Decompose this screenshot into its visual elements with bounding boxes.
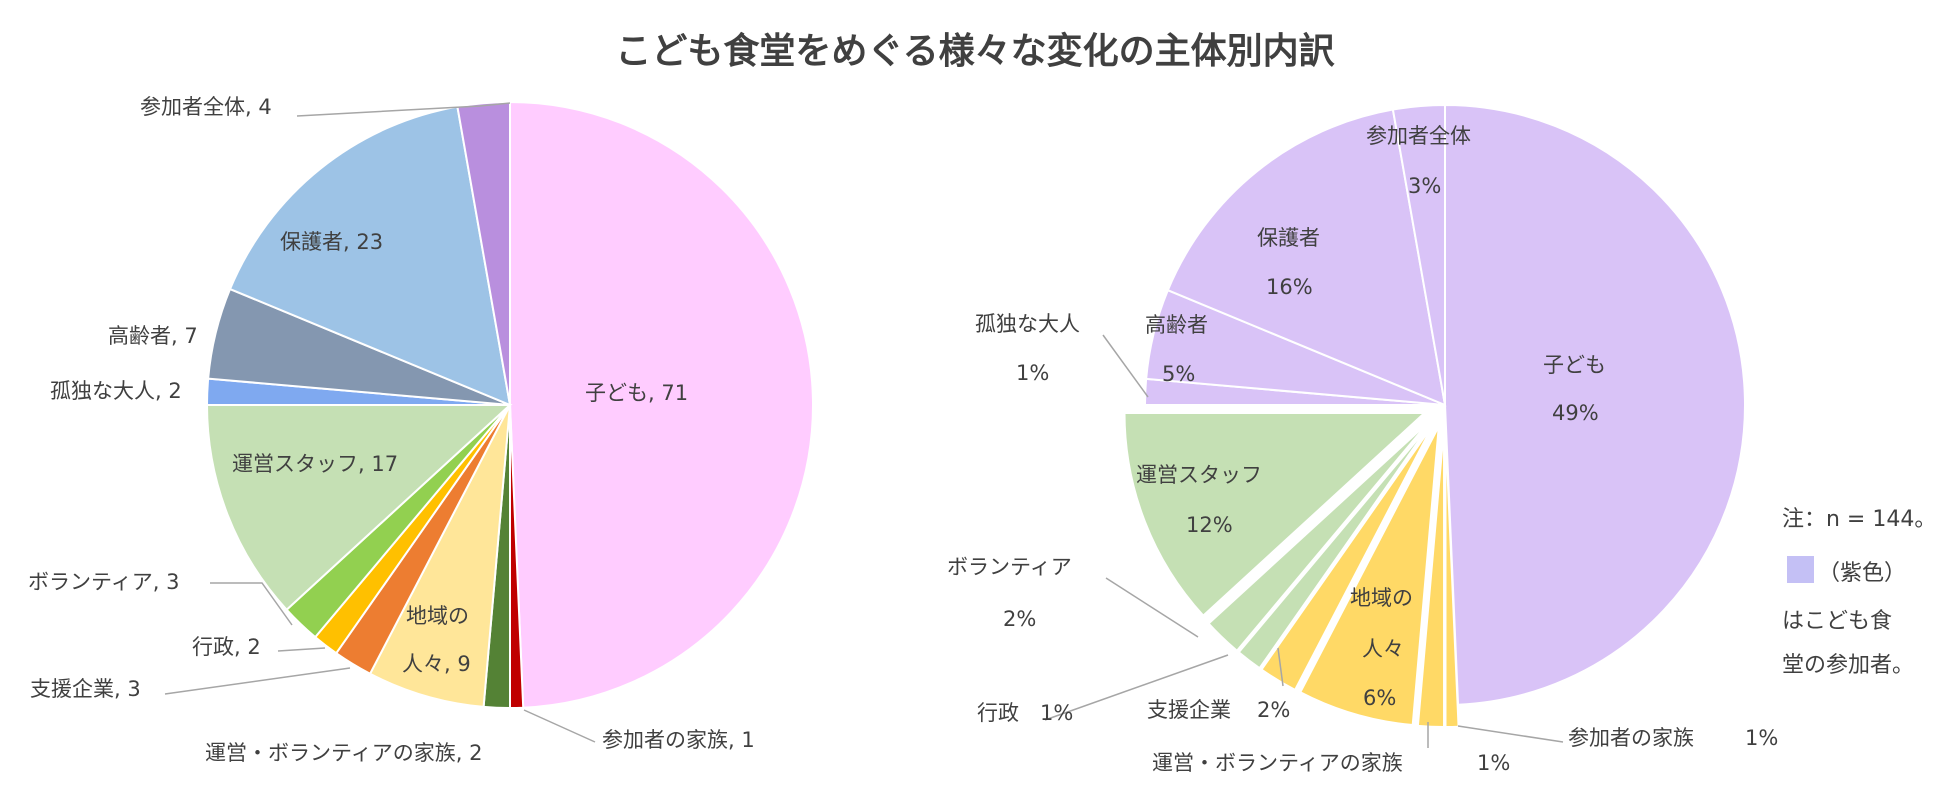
pie-slice-11 <box>1391 103 1446 406</box>
pie-slice-6 <box>1207 420 1431 653</box>
pie-slice-5 <box>1237 421 1433 670</box>
pct-company-r: 2% <box>1257 698 1290 722</box>
label-lonely-adult: 孤独な大人, 2 <box>50 379 182 403</box>
pie-slice-10 <box>228 105 512 407</box>
pie-slice-3 <box>1298 425 1440 727</box>
label-volunteer-r: ボランティア <box>947 555 1072 579</box>
label-kodomo-r: 子ども <box>1543 353 1606 377</box>
leader-line-volunteer <box>210 582 293 626</box>
label-community-line1: 地域の <box>406 604 469 628</box>
pct-guardian-r: 16% <box>1266 275 1313 299</box>
label-participants-family-r: 参加者の家族 <box>1568 726 1694 750</box>
label-company-r: 支援企業 <box>1147 698 1231 722</box>
note-line1: 注：n = 144。 <box>1782 507 1936 532</box>
label-staff-family: 運営・ボランティアの家族, 2 <box>205 741 482 765</box>
left-pie-leader-lines <box>164 102 596 743</box>
label-government-r: 行政 <box>977 701 1019 725</box>
pct-government-r: 1% <box>1040 701 1073 725</box>
pie-slice-3 <box>368 404 511 708</box>
label-staff: 運営スタッフ, 17 <box>232 452 398 476</box>
left-pie <box>205 100 815 710</box>
note-line4: 堂の参加者。 <box>1782 653 1914 678</box>
chart-title: こども食堂をめぐる様々な変化の主体別内訳 <box>615 31 1335 72</box>
pct-lonely-adult-r: 1% <box>1016 361 1049 385</box>
leader-line-government <box>277 647 326 652</box>
label-company: 支援企業, 3 <box>30 677 141 701</box>
pie-slice-0 <box>509 100 815 709</box>
label-lonely-adult-r: 孤独な大人 <box>975 312 1080 336</box>
label-community-line2-r: 人々 <box>1362 637 1404 661</box>
leader-line-company-r <box>1277 647 1284 687</box>
pie-slice-7 <box>205 404 513 612</box>
pie-slice-10 <box>1166 108 1447 407</box>
leader-line-volunteer-r <box>1105 577 1199 638</box>
leader-line-lonely-adult-r <box>1102 334 1149 398</box>
note-block: 注：n = 144。 （紫色） はこども食 堂の参加者。 <box>1782 507 1936 678</box>
pct-staff-r: 12% <box>1186 513 1233 537</box>
label-volunteer: ボランティア, 3 <box>28 570 179 594</box>
label-guardian-r: 保護者 <box>1257 226 1320 250</box>
label-government: 行政, 2 <box>192 635 261 659</box>
pie-slice-2 <box>1416 426 1446 728</box>
label-staff-family-r: 運営・ボランティアの家族 <box>1152 751 1403 775</box>
pie-slice-4 <box>1260 423 1435 692</box>
leader-line-participants-family-r <box>1457 725 1564 743</box>
label-staff-r: 運営スタッフ <box>1136 463 1262 487</box>
pct-elderly-r: 5% <box>1162 362 1195 386</box>
pct-community-r: 6% <box>1363 686 1396 710</box>
leader-line-company <box>164 667 351 695</box>
pie-slice-0 <box>1444 103 1746 706</box>
leader-line-family <box>523 709 596 743</box>
label-elderly: 高齢者, 7 <box>108 324 198 348</box>
pct-volunteer-r: 2% <box>1003 607 1036 631</box>
leader-line-participants-all <box>296 102 511 117</box>
pct-staff-family-r: 1% <box>1477 751 1510 775</box>
note-line3: はこども食 <box>1782 609 1892 634</box>
label-participants-family: 参加者の家族, 1 <box>602 728 755 752</box>
label-elderly-r: 高齢者 <box>1145 313 1208 337</box>
label-participants-all-r: 参加者全体 <box>1366 124 1471 148</box>
label-kodomo: 子ども, 71 <box>585 381 688 405</box>
label-guardian: 保護者, 23 <box>280 230 383 254</box>
pct-participants-family-r: 1% <box>1745 726 1778 750</box>
right-pie-leader-lines <box>1044 334 1564 748</box>
pct-kodomo-r: 49% <box>1552 401 1599 425</box>
right-pie <box>1123 103 1746 728</box>
right-pie-labels: 子ども 49% 参加者の家族 1% 運営・ボランティアの家族 1% 地域の 人々… <box>947 124 1778 775</box>
left-pie-labels: 子ども, 71 参加者の家族, 1 運営・ボランティアの家族, 2 地域の 人々… <box>28 95 755 765</box>
leader-line-government-r <box>1044 654 1229 721</box>
legend-swatch-purple <box>1787 556 1814 583</box>
pct-participants-all-r: 3% <box>1408 174 1441 198</box>
label-community-line1-r: 地域の <box>1350 586 1413 610</box>
pie-slice-7 <box>1123 411 1428 618</box>
label-participants-all: 参加者全体, 4 <box>140 95 272 119</box>
note-legend-text: （紫色） <box>1818 561 1906 586</box>
label-community-line2: 人々, 9 <box>402 652 471 676</box>
